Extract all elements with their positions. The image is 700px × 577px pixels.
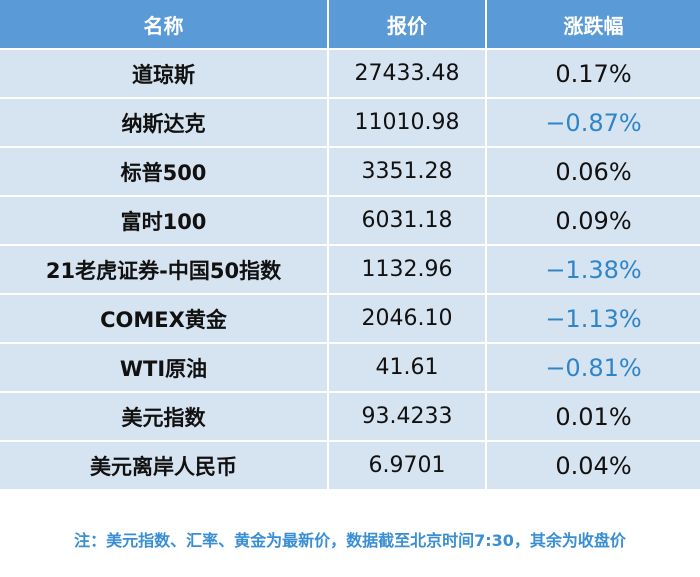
row-name: 富时100 xyxy=(0,196,329,246)
quotes-table: 名称 报价 涨跌幅 道琼斯 27433.48 0.17% 纳斯达克 11010.98 −0… xyxy=(0,0,700,491)
row-price: 6.9701 xyxy=(328,441,487,491)
table-header-row: 名称 报价 涨跌幅 xyxy=(0,0,700,50)
table-row: 美元离岸人民币 6.9701 0.04% xyxy=(0,441,700,491)
table-row: 标普500 3351.28 0.06% xyxy=(0,147,700,197)
row-change: 0.09% xyxy=(486,196,700,246)
header-name: 名称 xyxy=(0,0,329,50)
row-change: 0.04% xyxy=(486,441,700,491)
row-price: 27433.48 xyxy=(328,49,487,99)
row-change: 0.17% xyxy=(486,49,700,99)
row-name: 美元离岸人民币 xyxy=(0,441,329,491)
row-name: WTI原油 xyxy=(0,343,329,393)
header-change: 涨跌幅 xyxy=(486,0,700,50)
footnote-text: 注：美元指数、汇率、黄金为最新价，数据截至北京时间7:30，其余为收盘价 xyxy=(74,530,626,550)
row-price: 1132.96 xyxy=(328,245,487,295)
row-name: 美元指数 xyxy=(0,392,329,442)
row-change: −0.81% xyxy=(486,343,700,393)
table-row: 美元指数 93.4233 0.01% xyxy=(0,392,700,442)
row-price: 41.61 xyxy=(328,343,487,393)
row-change: −1.38% xyxy=(486,245,700,295)
row-change: 0.01% xyxy=(486,392,700,442)
row-change: 0.06% xyxy=(486,147,700,197)
row-price: 2046.10 xyxy=(328,294,487,344)
row-name: 道琼斯 xyxy=(0,49,329,99)
footnote: 注：美元指数、汇率、黄金为最新价，数据截至北京时间7:30，其余为收盘价 xyxy=(0,500,700,577)
table-body: 道琼斯 27433.48 0.17% 纳斯达克 11010.98 −0.87% 标普500 3… xyxy=(0,49,700,491)
row-change: −1.13% xyxy=(486,294,700,344)
row-price: 6031.18 xyxy=(328,196,487,246)
row-price: 3351.28 xyxy=(328,147,487,197)
table-row: 道琼斯 27433.48 0.17% xyxy=(0,49,700,99)
table-row: 21老虎证券-中国50指数 1132.96 −1.38% xyxy=(0,245,700,295)
row-change: −0.87% xyxy=(486,98,700,148)
header-price: 报价 xyxy=(328,0,487,50)
row-price: 11010.98 xyxy=(328,98,487,148)
table-row: 富时100 6031.18 0.09% xyxy=(0,196,700,246)
row-price: 93.4233 xyxy=(328,392,487,442)
row-name: 21老虎证券-中国50指数 xyxy=(0,245,329,295)
table-row: 纳斯达克 11010.98 −0.87% xyxy=(0,98,700,148)
row-name: COMEX黄金 xyxy=(0,294,329,344)
row-name: 纳斯达克 xyxy=(0,98,329,148)
row-name: 标普500 xyxy=(0,147,329,197)
table-row: WTI原油 41.61 −0.81% xyxy=(0,343,700,393)
table-row: COMEX黄金 2046.10 −1.13% xyxy=(0,294,700,344)
